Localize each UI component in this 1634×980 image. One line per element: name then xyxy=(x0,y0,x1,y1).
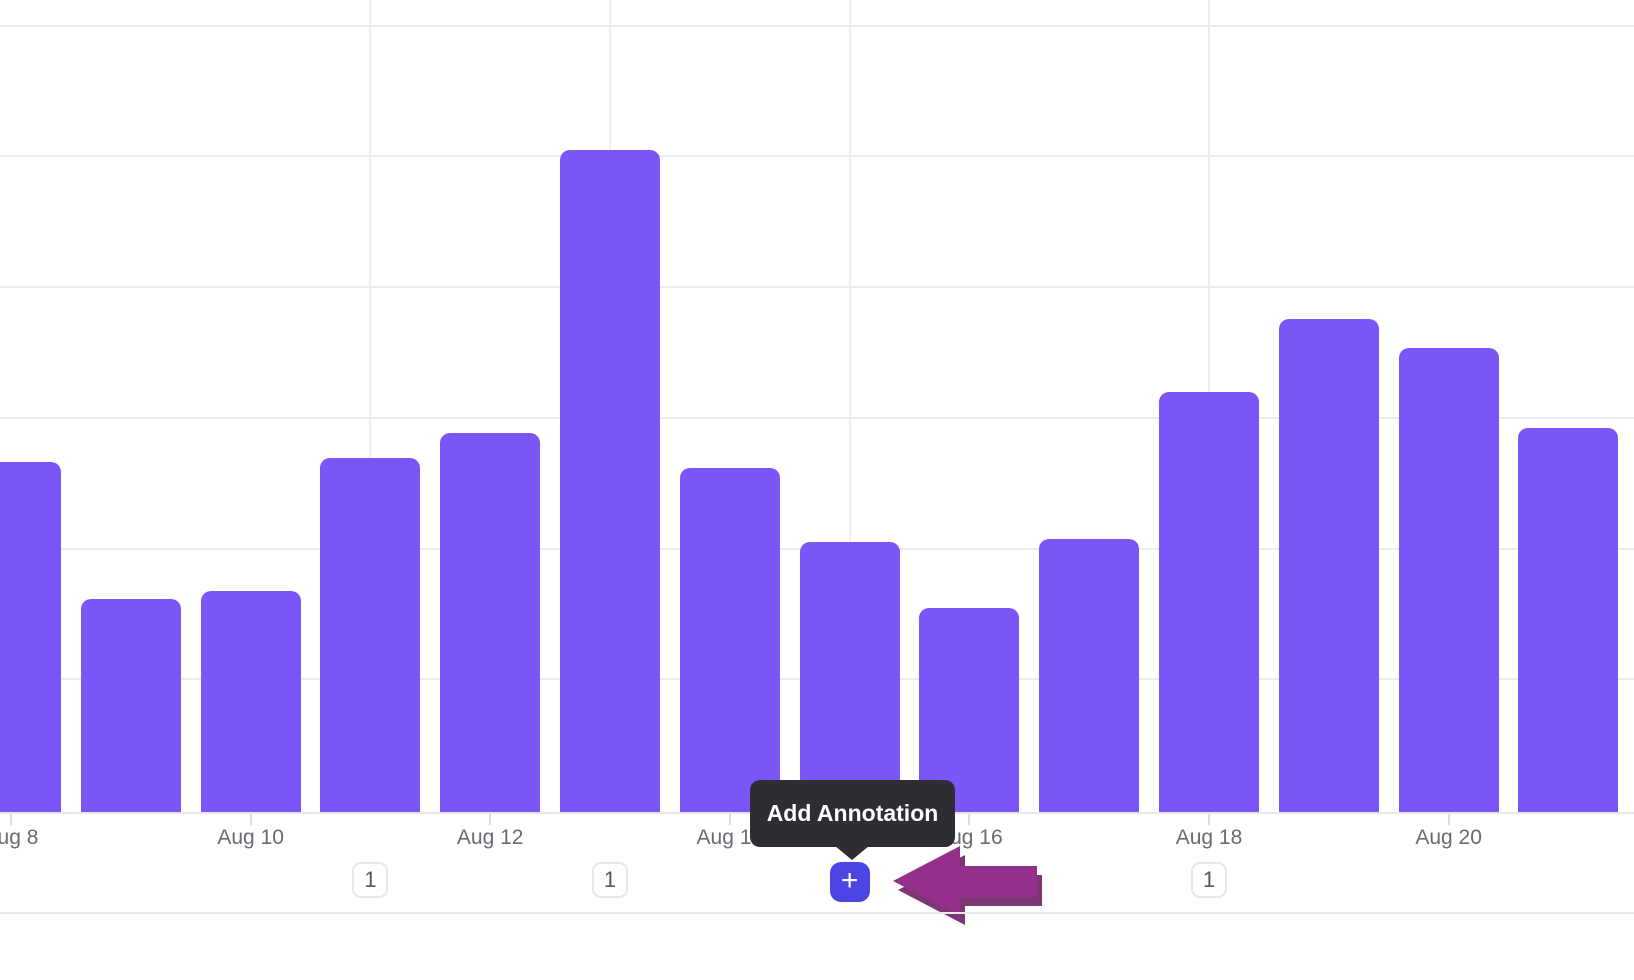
annotation-count-badge[interactable]: 1 xyxy=(592,862,628,898)
add-annotation-tooltip: Add Annotation xyxy=(750,780,955,860)
bar-aug-20[interactable] xyxy=(1398,348,1499,813)
bar-aug-15[interactable] xyxy=(799,542,900,813)
bar-aug-16[interactable] xyxy=(919,608,1020,813)
bar-aug-12[interactable] xyxy=(440,433,541,813)
annotation-marker-line xyxy=(369,0,372,813)
horizontal-gridline xyxy=(0,286,1634,288)
bar-aug-13[interactable] xyxy=(560,150,660,813)
bar-aug-14[interactable] xyxy=(679,468,780,813)
annotation-count: 1 xyxy=(603,867,617,892)
tooltip-notch xyxy=(835,846,869,860)
x-axis-tick xyxy=(968,814,971,825)
pointer-arrow-shadow xyxy=(898,855,1042,925)
annotation-count-badge[interactable]: 1 xyxy=(352,862,389,898)
bar-aug-18[interactable] xyxy=(1159,392,1259,813)
x-axis-tick xyxy=(728,814,731,825)
annotation-count: 1 xyxy=(364,867,377,892)
x-axis-label: Aug 20 xyxy=(1415,826,1482,849)
x-axis-label: Aug 10 xyxy=(217,826,284,849)
bar-aug-17[interactable] xyxy=(1039,539,1140,813)
x-axis-label: Aug 8 xyxy=(0,826,39,849)
tooltip-label: Add Annotation xyxy=(766,800,939,826)
x-axis-tick xyxy=(1447,814,1450,825)
horizontal-gridline xyxy=(0,155,1634,157)
plus-icon: + xyxy=(840,863,859,897)
bar-aug-11[interactable] xyxy=(320,458,421,813)
bottom-separator xyxy=(0,912,1634,914)
bar-aug-9[interactable] xyxy=(80,599,181,813)
horizontal-gridline xyxy=(0,417,1634,419)
horizontal-gridline xyxy=(0,25,1634,27)
x-axis-label: Aug 18 xyxy=(1175,826,1243,849)
x-axis-tick xyxy=(10,814,12,825)
pointer-arrow-icon xyxy=(893,846,1037,916)
bar-aug-21[interactable] xyxy=(1518,428,1619,813)
annotation-marker-line xyxy=(848,0,851,813)
x-axis-tick xyxy=(1208,814,1210,825)
x-axis-tick xyxy=(489,814,492,825)
annotation-count-badge[interactable]: 1 xyxy=(1191,862,1227,898)
x-axis-tick xyxy=(249,814,252,825)
bar-aug-10[interactable] xyxy=(200,591,301,813)
add-annotation-button[interactable]: + xyxy=(829,862,870,902)
bar-aug-8[interactable] xyxy=(0,462,61,813)
x-axis-label: Aug 12 xyxy=(456,826,524,849)
bar-aug-19[interactable] xyxy=(1278,319,1379,813)
annotation-count: 1 xyxy=(1202,867,1216,892)
x-axis-label: Aug 14 xyxy=(696,826,764,849)
